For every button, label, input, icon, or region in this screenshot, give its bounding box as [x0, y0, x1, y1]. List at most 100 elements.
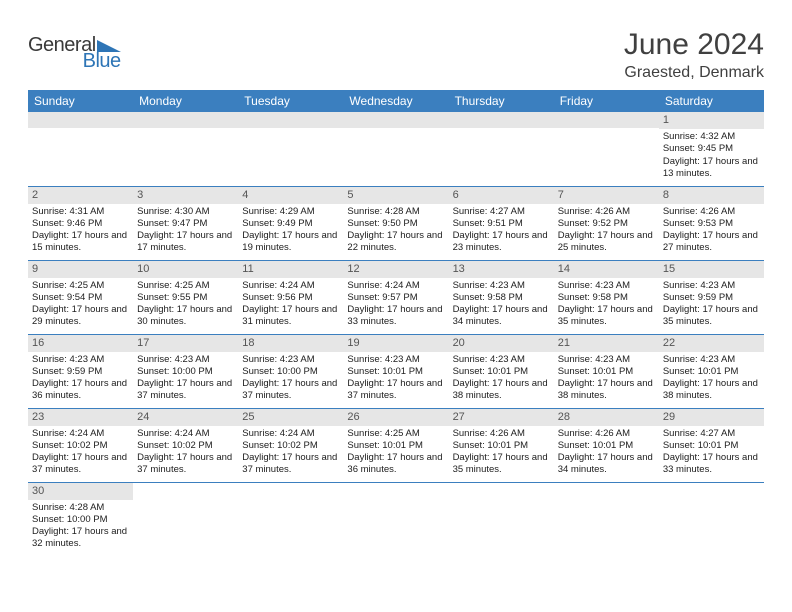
day-number: 27 [449, 409, 554, 426]
calendar-cell: 15Sunrise: 4:23 AMSunset: 9:59 PMDayligh… [659, 260, 764, 334]
day-details: Sunrise: 4:28 AMSunset: 9:50 PMDaylight:… [343, 204, 448, 259]
sunset-line: Sunset: 10:01 PM [453, 440, 550, 452]
calendar-cell [238, 112, 343, 186]
daylight-line: Daylight: 17 hours and 37 minutes. [137, 452, 234, 476]
daylight-line: Daylight: 17 hours and 36 minutes. [32, 378, 129, 402]
sunset-line: Sunset: 10:01 PM [347, 440, 444, 452]
day-details: Sunrise: 4:30 AMSunset: 9:47 PMDaylight:… [133, 204, 238, 259]
weekday-header: Sunday [28, 90, 133, 112]
sunset-line: Sunset: 9:57 PM [347, 292, 444, 304]
sunrise-line: Sunrise: 4:25 AM [32, 280, 129, 292]
location: Graested, Denmark [624, 64, 764, 82]
day-number: 1 [659, 112, 764, 129]
sunrise-line: Sunrise: 4:24 AM [32, 428, 129, 440]
sunset-line: Sunset: 9:54 PM [32, 292, 129, 304]
daylight-line: Daylight: 17 hours and 23 minutes. [453, 230, 550, 254]
calendar-cell: 4Sunrise: 4:29 AMSunset: 9:49 PMDaylight… [238, 186, 343, 260]
daylight-line: Daylight: 17 hours and 38 minutes. [453, 378, 550, 402]
weekday-header: Wednesday [343, 90, 448, 112]
empty-day-bar [133, 112, 238, 128]
sunrise-line: Sunrise: 4:28 AM [32, 502, 129, 514]
daylight-line: Daylight: 17 hours and 25 minutes. [558, 230, 655, 254]
sunrise-line: Sunrise: 4:23 AM [347, 354, 444, 366]
day-details: Sunrise: 4:23 AMSunset: 10:01 PMDaylight… [343, 352, 448, 407]
sunrise-line: Sunrise: 4:25 AM [347, 428, 444, 440]
sunset-line: Sunset: 9:58 PM [453, 292, 550, 304]
sunrise-line: Sunrise: 4:23 AM [558, 280, 655, 292]
sunrise-line: Sunrise: 4:24 AM [347, 280, 444, 292]
sunrise-line: Sunrise: 4:26 AM [453, 428, 550, 440]
calendar-week: 30Sunrise: 4:28 AMSunset: 10:00 PMDaylig… [28, 482, 764, 556]
day-number: 28 [554, 409, 659, 426]
calendar-cell: 13Sunrise: 4:23 AMSunset: 9:58 PMDayligh… [449, 260, 554, 334]
day-details: Sunrise: 4:26 AMSunset: 10:01 PMDaylight… [449, 426, 554, 481]
calendar-cell: 1Sunrise: 4:32 AMSunset: 9:45 PMDaylight… [659, 112, 764, 186]
calendar-cell: 10Sunrise: 4:25 AMSunset: 9:55 PMDayligh… [133, 260, 238, 334]
month-title: June 2024 [624, 28, 764, 62]
daylight-line: Daylight: 17 hours and 36 minutes. [347, 452, 444, 476]
sunrise-line: Sunrise: 4:26 AM [663, 206, 760, 218]
day-details: Sunrise: 4:29 AMSunset: 9:49 PMDaylight:… [238, 204, 343, 259]
day-number: 6 [449, 187, 554, 204]
sunrise-line: Sunrise: 4:32 AM [663, 131, 760, 143]
day-details: Sunrise: 4:23 AMSunset: 10:00 PMDaylight… [238, 352, 343, 407]
empty-day-bar [238, 112, 343, 128]
day-details: Sunrise: 4:26 AMSunset: 10:01 PMDaylight… [554, 426, 659, 481]
daylight-line: Daylight: 17 hours and 37 minutes. [242, 452, 339, 476]
day-number: 15 [659, 261, 764, 278]
daylight-line: Daylight: 17 hours and 13 minutes. [663, 156, 760, 180]
sunset-line: Sunset: 10:01 PM [558, 366, 655, 378]
calendar-cell [28, 112, 133, 186]
calendar-cell: 6Sunrise: 4:27 AMSunset: 9:51 PMDaylight… [449, 186, 554, 260]
daylight-line: Daylight: 17 hours and 32 minutes. [32, 526, 129, 550]
calendar-cell [343, 482, 448, 556]
day-details: Sunrise: 4:27 AMSunset: 10:01 PMDaylight… [659, 426, 764, 481]
day-details: Sunrise: 4:26 AMSunset: 9:52 PMDaylight:… [554, 204, 659, 259]
sunrise-line: Sunrise: 4:27 AM [663, 428, 760, 440]
sunrise-line: Sunrise: 4:23 AM [663, 280, 760, 292]
daylight-line: Daylight: 17 hours and 37 minutes. [242, 378, 339, 402]
sunset-line: Sunset: 9:47 PM [137, 218, 234, 230]
day-number: 29 [659, 409, 764, 426]
day-number: 21 [554, 335, 659, 352]
sunset-line: Sunset: 10:01 PM [347, 366, 444, 378]
daylight-line: Daylight: 17 hours and 37 minutes. [137, 378, 234, 402]
calendar-cell: 26Sunrise: 4:25 AMSunset: 10:01 PMDaylig… [343, 408, 448, 482]
sunrise-line: Sunrise: 4:24 AM [137, 428, 234, 440]
sunrise-line: Sunrise: 4:30 AM [137, 206, 234, 218]
day-number: 24 [133, 409, 238, 426]
day-details: Sunrise: 4:25 AMSunset: 10:01 PMDaylight… [343, 426, 448, 481]
daylight-line: Daylight: 17 hours and 34 minutes. [558, 452, 655, 476]
day-details: Sunrise: 4:25 AMSunset: 9:55 PMDaylight:… [133, 278, 238, 333]
sunset-line: Sunset: 10:02 PM [32, 440, 129, 452]
calendar-cell: 14Sunrise: 4:23 AMSunset: 9:58 PMDayligh… [554, 260, 659, 334]
sunrise-line: Sunrise: 4:31 AM [32, 206, 129, 218]
day-details: Sunrise: 4:24 AMSunset: 10:02 PMDaylight… [28, 426, 133, 481]
day-details: Sunrise: 4:24 AMSunset: 9:56 PMDaylight:… [238, 278, 343, 333]
weekday-header: Friday [554, 90, 659, 112]
sunset-line: Sunset: 10:01 PM [663, 440, 760, 452]
sunrise-line: Sunrise: 4:25 AM [137, 280, 234, 292]
sunrise-line: Sunrise: 4:26 AM [558, 206, 655, 218]
day-details: Sunrise: 4:23 AMSunset: 10:01 PMDaylight… [659, 352, 764, 407]
daylight-line: Daylight: 17 hours and 38 minutes. [558, 378, 655, 402]
calendar-cell: 27Sunrise: 4:26 AMSunset: 10:01 PMDaylig… [449, 408, 554, 482]
day-details: Sunrise: 4:23 AMSunset: 10:01 PMDaylight… [554, 352, 659, 407]
title-block: June 2024 Graested, Denmark [624, 28, 764, 82]
sunset-line: Sunset: 9:46 PM [32, 218, 129, 230]
daylight-line: Daylight: 17 hours and 38 minutes. [663, 378, 760, 402]
header: GeneralBlue June 2024 Graested, Denmark [28, 28, 764, 82]
sunset-line: Sunset: 9:53 PM [663, 218, 760, 230]
calendar-cell: 23Sunrise: 4:24 AMSunset: 10:02 PMDaylig… [28, 408, 133, 482]
day-details: Sunrise: 4:25 AMSunset: 9:54 PMDaylight:… [28, 278, 133, 333]
day-details: Sunrise: 4:23 AMSunset: 9:58 PMDaylight:… [449, 278, 554, 333]
calendar-cell: 9Sunrise: 4:25 AMSunset: 9:54 PMDaylight… [28, 260, 133, 334]
calendar-week: 23Sunrise: 4:24 AMSunset: 10:02 PMDaylig… [28, 408, 764, 482]
calendar-cell: 29Sunrise: 4:27 AMSunset: 10:01 PMDaylig… [659, 408, 764, 482]
daylight-line: Daylight: 17 hours and 34 minutes. [453, 304, 550, 328]
sunset-line: Sunset: 9:49 PM [242, 218, 339, 230]
sunset-line: Sunset: 9:52 PM [558, 218, 655, 230]
sunset-line: Sunset: 10:01 PM [663, 366, 760, 378]
sunset-line: Sunset: 9:51 PM [453, 218, 550, 230]
day-number: 3 [133, 187, 238, 204]
